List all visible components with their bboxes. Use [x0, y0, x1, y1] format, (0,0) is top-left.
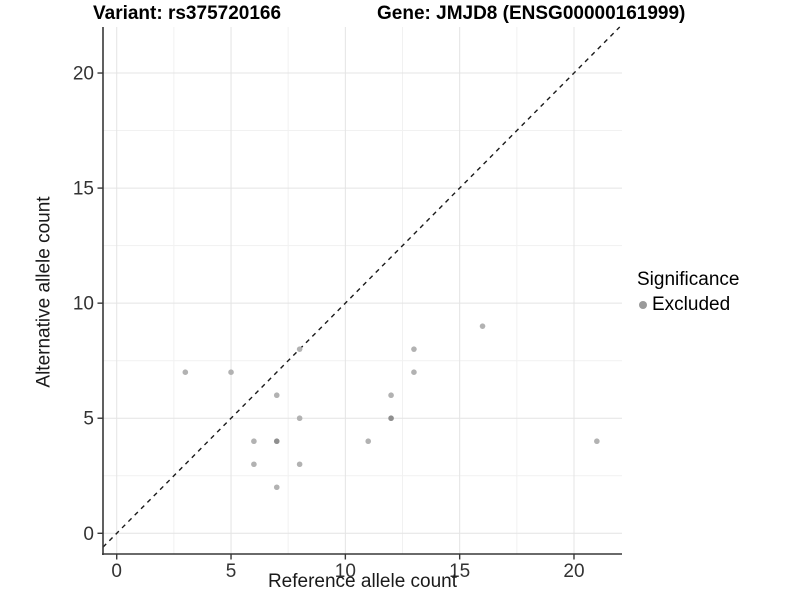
x-tick-label: 0 — [111, 561, 122, 582]
gene-title: Gene: JMJD8 (ENSG00000161999) — [377, 3, 686, 24]
x-tick-label: 10 — [335, 561, 356, 582]
excluded-dot-icon — [639, 301, 647, 309]
legend-title: Significance — [637, 269, 740, 290]
legend-entry-excluded: Excluded — [639, 294, 739, 316]
y-tick-label: 20 — [73, 64, 94, 85]
data-point — [365, 438, 372, 445]
y-tick-label: 10 — [73, 294, 94, 315]
x-tick-label: 15 — [449, 561, 470, 582]
y-tick-label: 5 — [83, 409, 94, 430]
data-point — [182, 369, 189, 375]
data-point — [251, 461, 257, 468]
x-axis-label: Reference allele count — [267, 571, 458, 592]
legend-entry-label: Excluded — [652, 294, 731, 315]
x-tick-label: 5 — [226, 561, 237, 582]
data-point — [228, 369, 234, 375]
data-point — [594, 438, 600, 445]
data-point — [273, 484, 280, 491]
identity-line — [102, 26, 621, 548]
legend: Significance Excluded — [637, 269, 739, 316]
y-axis-label: Alternative allele count — [33, 196, 55, 388]
data-point — [273, 438, 280, 445]
data-point — [411, 369, 417, 375]
data-point — [251, 438, 257, 445]
data-point — [273, 392, 280, 399]
data-point — [388, 415, 394, 422]
data-point — [296, 461, 303, 468]
y-tick-label: 15 — [73, 179, 94, 200]
x-tick-label: 20 — [563, 561, 584, 582]
data-point — [296, 346, 303, 352]
y-tick-label: 0 — [83, 524, 94, 545]
variant-title: Variant: rs375720166 — [93, 3, 282, 24]
data-point — [411, 346, 417, 352]
data-point — [479, 323, 486, 329]
data-point — [388, 392, 394, 399]
data-point — [296, 415, 303, 422]
